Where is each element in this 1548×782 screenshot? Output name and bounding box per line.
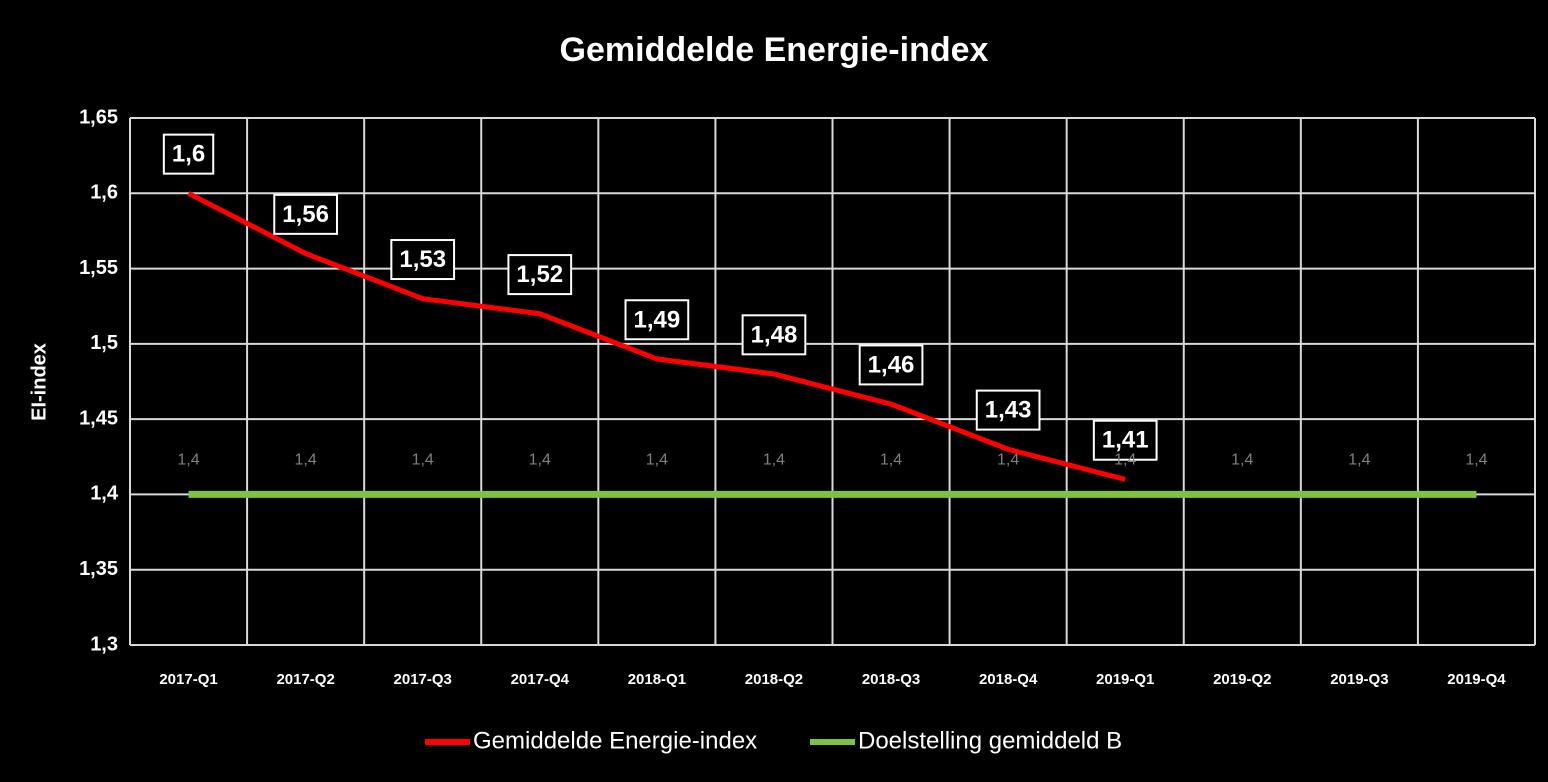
data-label: 1,4 [1465, 452, 1487, 469]
data-label: 1,4 [529, 452, 551, 469]
y-tick-label: 1,6 [90, 182, 118, 204]
data-label: 1,43 [985, 397, 1032, 424]
data-label: 1,46 [868, 351, 915, 378]
x-tick-label: 2017-Q1 [159, 671, 217, 688]
y-tick-label: 1,3 [90, 633, 118, 655]
x-tick-label: 2018-Q4 [979, 671, 1038, 688]
data-label: 1,4 [295, 452, 317, 469]
x-tick-label: 2019-Q2 [1213, 671, 1271, 688]
data-label: 1,41 [1102, 427, 1149, 454]
x-tick-label: 2018-Q2 [745, 671, 803, 688]
x-tick-label: 2019-Q4 [1447, 671, 1506, 688]
series-line [187, 191, 1126, 482]
y-axis-label: EI-index [28, 343, 50, 421]
x-tick-label: 2017-Q2 [276, 671, 334, 688]
data-label: 1,4 [1114, 452, 1136, 469]
data-label: 1,4 [1348, 452, 1370, 469]
legend-label: Gemiddelde Energie-index [473, 727, 757, 754]
data-label-box [975, 389, 1041, 431]
chart-title: Gemiddelde Energie-index [560, 31, 989, 69]
data-label-box [273, 193, 338, 235]
x-tick-label: 2018-Q3 [862, 671, 920, 688]
data-label-box [624, 299, 690, 341]
data-label: 1,4 [646, 452, 668, 469]
data-label-box [858, 344, 924, 386]
x-tick-label: 2017-Q3 [394, 671, 452, 688]
x-tick-label: 2017-Q4 [511, 671, 570, 688]
data-label: 1,4 [880, 452, 902, 469]
data-label-box [162, 133, 215, 175]
y-tick-label: 1,5 [90, 332, 118, 354]
data-label: 1,4 [177, 452, 199, 469]
y-tick-label: 1,65 [79, 106, 118, 128]
y-tick-label: 1,35 [79, 558, 118, 580]
data-label: 1,4 [763, 452, 785, 469]
x-tick-label: 2019-Q3 [1330, 671, 1388, 688]
data-label-box [507, 254, 573, 296]
data-label-box [1092, 419, 1158, 461]
data-label: 1,4 [1231, 452, 1253, 469]
x-tick-label: 2019-Q1 [1096, 671, 1154, 688]
y-tick-label: 1,4 [90, 483, 119, 505]
y-tick-label: 1,45 [79, 407, 118, 429]
data-label: 1,53 [399, 246, 446, 273]
data-label: 1,49 [634, 306, 681, 333]
legend-label: Doelstelling gemiddeld B [858, 727, 1122, 754]
data-label: 1,6 [172, 141, 205, 168]
y-tick-label: 1,55 [79, 257, 118, 279]
data-label-box [390, 239, 456, 281]
data-label: 1,52 [516, 261, 563, 288]
data-label-box [741, 314, 807, 356]
x-tick-label: 2018-Q1 [628, 671, 686, 688]
data-label: 1,56 [282, 201, 329, 228]
data-label: 1,4 [997, 452, 1019, 469]
data-label: 1,4 [412, 452, 434, 469]
data-label: 1,48 [751, 321, 798, 348]
